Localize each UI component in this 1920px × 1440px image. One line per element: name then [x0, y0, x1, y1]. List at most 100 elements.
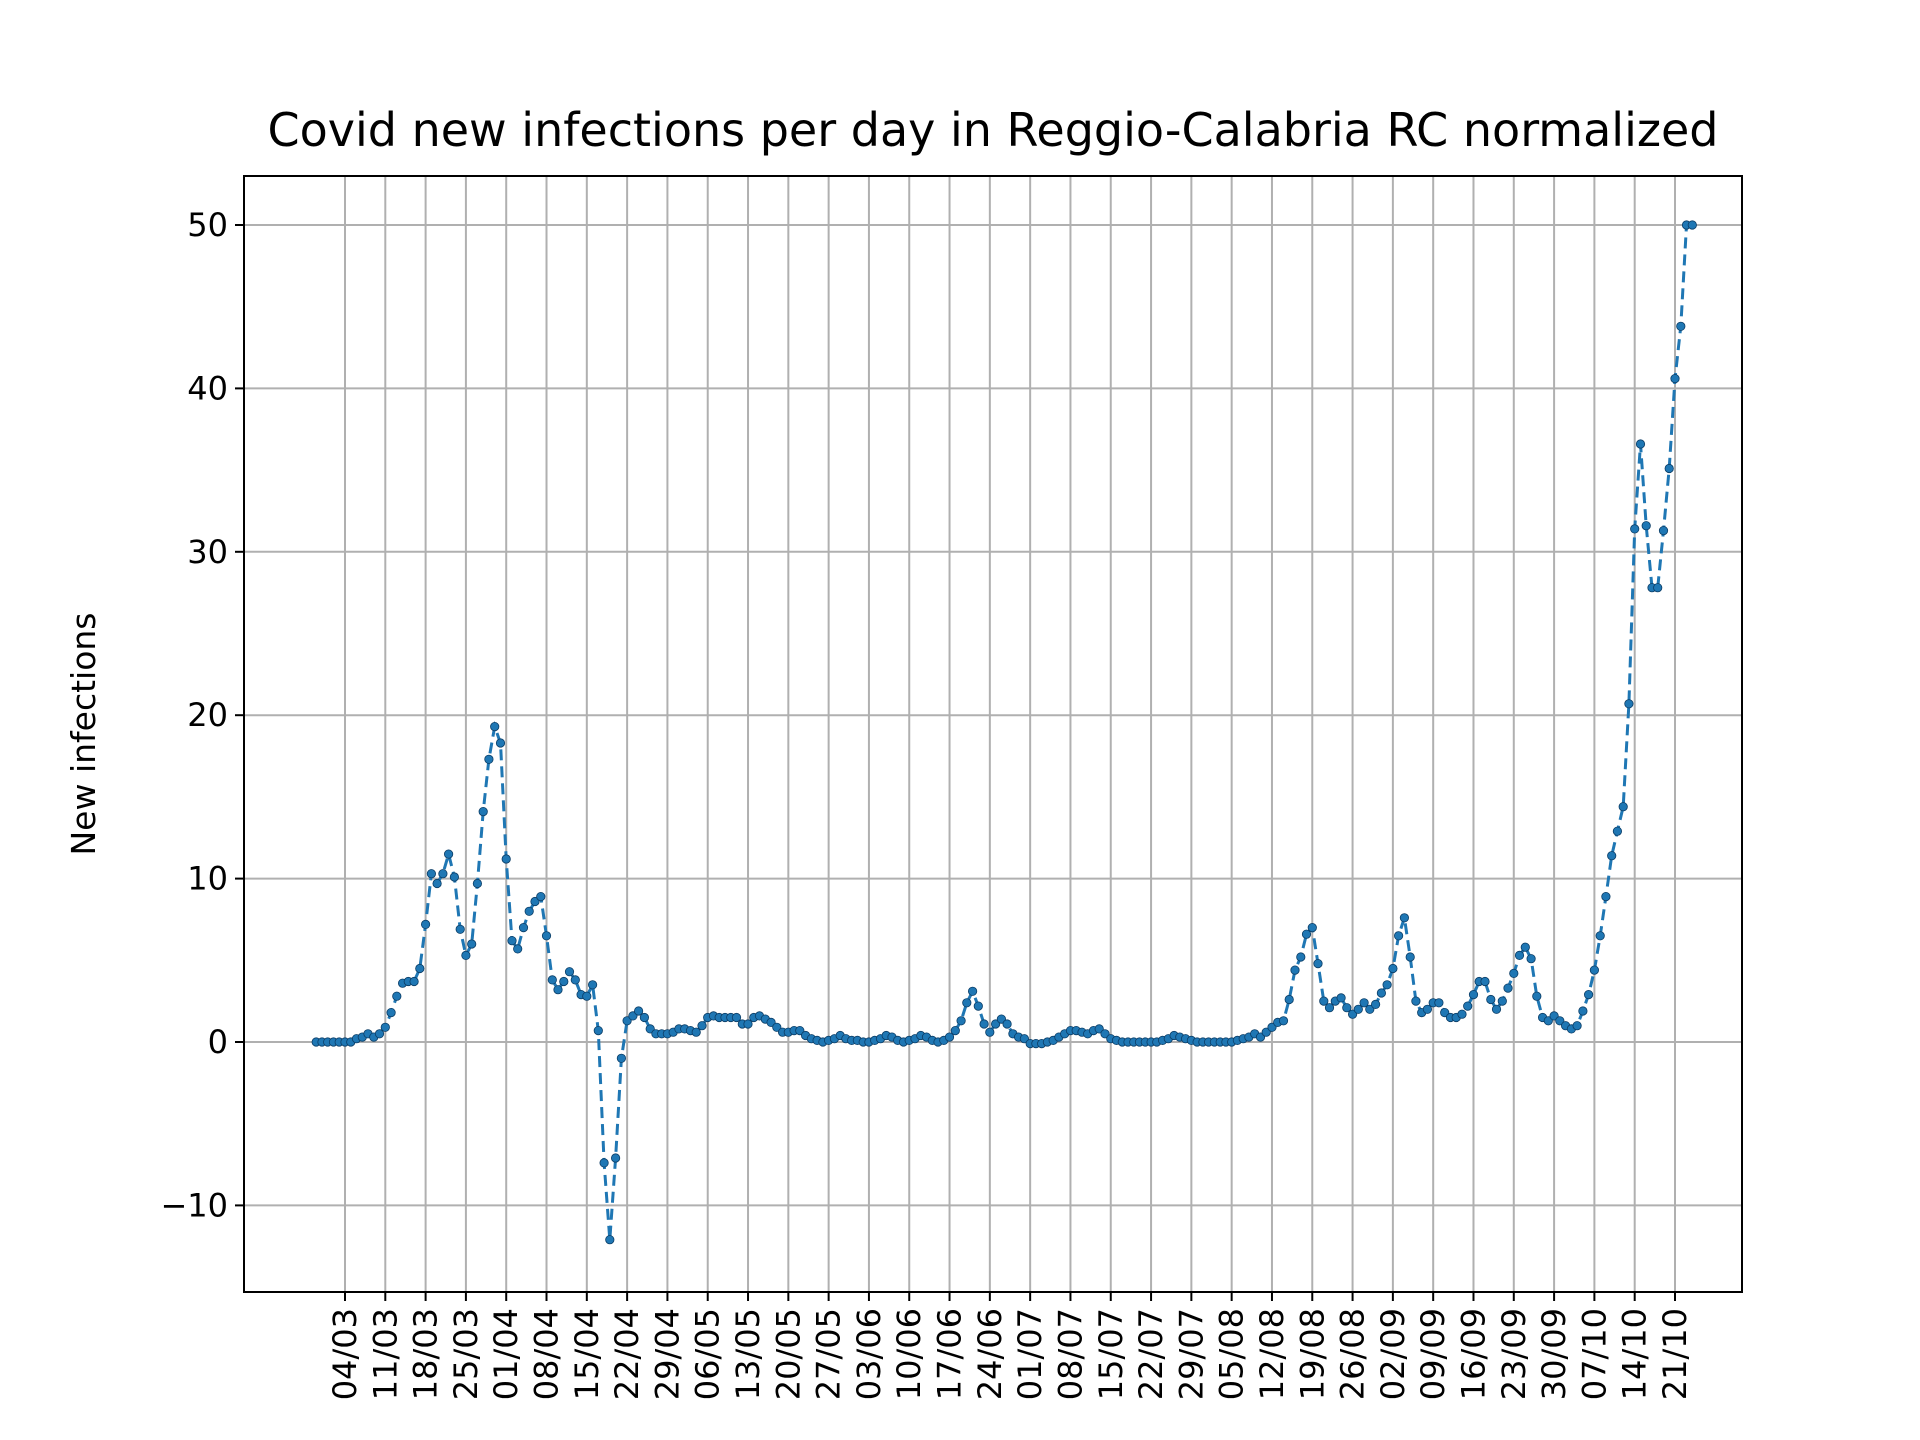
data-point: [1296, 952, 1306, 962]
x-tick-label: 11/03: [366, 1308, 404, 1400]
data-point: [1676, 321, 1686, 331]
data-point: [1555, 1016, 1565, 1026]
data-point: [1301, 929, 1312, 939]
x-tick-label: 12/08: [1253, 1308, 1291, 1400]
data-point: [1624, 699, 1634, 709]
data-point: [1618, 802, 1628, 812]
data-point: [1687, 220, 1697, 230]
data-point: [484, 754, 494, 764]
data-point: [616, 1053, 627, 1063]
data-point: [1094, 1024, 1104, 1034]
x-tick-label: 01/04: [487, 1308, 525, 1400]
series-layer: [311, 220, 1697, 1245]
data-point: [1480, 976, 1490, 987]
x-tick-label: 24/06: [971, 1308, 1009, 1400]
data-point: [1422, 1004, 1433, 1014]
data-point: [1486, 994, 1496, 1005]
data-point: [582, 991, 592, 1001]
data-point: [1578, 1006, 1588, 1016]
data-point: [1342, 1003, 1352, 1013]
data-point: [990, 1019, 1001, 1029]
x-tick-label: 29/04: [648, 1308, 686, 1400]
data-point: [1411, 996, 1421, 1006]
data-point: [536, 891, 546, 902]
data-point: [392, 991, 402, 1001]
data-point: [1612, 826, 1623, 836]
data-point: [553, 985, 563, 995]
data-point: [622, 1016, 632, 1026]
data-point: [1382, 980, 1392, 990]
data-point: [478, 806, 488, 817]
grid: [244, 176, 1742, 1292]
data-point: [507, 936, 517, 946]
y-axis-label: New infections: [64, 612, 103, 855]
data-point: [795, 1026, 805, 1036]
data-point: [1514, 950, 1525, 961]
y-tick-label: 0: [208, 1023, 228, 1061]
data-point: [639, 1012, 650, 1023]
data-point: [1261, 1027, 1271, 1037]
data-point: [1002, 1019, 1012, 1029]
data-point: [1670, 373, 1680, 384]
data-point: [513, 944, 523, 954]
x-tick-label: 29/07: [1172, 1308, 1210, 1400]
data-point: [490, 721, 500, 732]
data-point: [443, 849, 454, 859]
data-point: [1635, 439, 1646, 449]
data-point: [1520, 942, 1530, 952]
data-point: [950, 1026, 960, 1036]
data-point: [518, 922, 529, 933]
data-point: [524, 906, 534, 916]
data-point: [461, 950, 471, 961]
data-point: [564, 967, 575, 977]
data-point: [1463, 1001, 1473, 1011]
x-axis-ticks: 04/03 11/03 18/03 25/03 01/04 08/04 15/04 22/04…: [326, 1292, 1694, 1400]
data-point: [1359, 998, 1369, 1008]
x-tick-label: 08/04: [528, 1308, 566, 1400]
data-point: [610, 1153, 621, 1163]
data-point: [967, 986, 978, 996]
data-point: [1543, 1016, 1553, 1026]
data-point: [691, 1027, 701, 1037]
data-point: [985, 1027, 995, 1037]
data-point: [495, 738, 506, 748]
data-point: [570, 975, 580, 985]
data-point: [1526, 954, 1536, 964]
data-point: [743, 1019, 753, 1029]
y-tick-label: −10: [160, 1186, 228, 1224]
data-point: [449, 872, 459, 882]
x-tick-label: 10/06: [890, 1308, 928, 1400]
x-tick-label: 16/09: [1454, 1308, 1492, 1400]
x-tick-label: 30/09: [1535, 1308, 1573, 1400]
x-tick-label: 08/07: [1051, 1308, 1089, 1400]
x-tick-label: 21/10: [1656, 1308, 1694, 1400]
data-point: [541, 931, 552, 941]
y-axis-ticks: −10 0 10 20 30 40 50: [160, 206, 244, 1224]
data-point: [599, 1158, 609, 1168]
data-point: [472, 878, 482, 889]
x-tick-label: 25/03: [447, 1308, 485, 1400]
data-point: [467, 939, 477, 949]
data-point: [438, 869, 448, 879]
data-point: [409, 976, 419, 987]
data-point: [772, 1022, 782, 1032]
data-point: [1307, 922, 1317, 933]
data-point: [1601, 891, 1611, 902]
data-point: [1290, 965, 1300, 975]
x-tick-label: 14/10: [1616, 1308, 1654, 1400]
x-tick-label: 06/05: [689, 1308, 727, 1400]
data-point: [420, 919, 431, 930]
data-point: [386, 1007, 396, 1018]
data-point: [559, 976, 569, 987]
plot-frame: [243, 175, 1743, 1293]
data-point: [1394, 931, 1404, 941]
data-point: [1658, 525, 1669, 536]
chart-title: Covid new infections per day in Reggio-C…: [268, 103, 1719, 157]
x-tick-label: 01/07: [1011, 1308, 1049, 1400]
x-tick-label: 26/08: [1334, 1308, 1372, 1400]
data-point: [1607, 851, 1617, 861]
x-tick-label: 22/04: [608, 1308, 646, 1400]
data-point: [731, 1012, 742, 1023]
data-point: [1491, 1004, 1502, 1014]
